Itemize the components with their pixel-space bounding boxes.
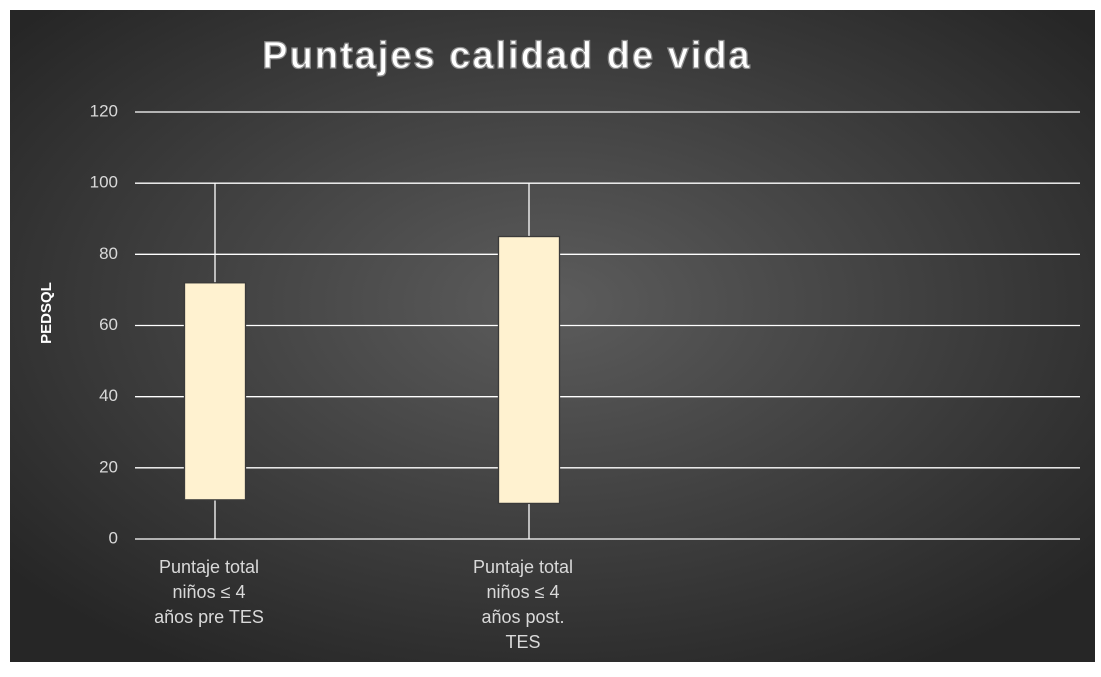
x-tick-label: niños ≤ 4 [173, 582, 246, 602]
y-tick-label: 0 [109, 528, 118, 547]
y-tick-label: 60 [99, 315, 118, 334]
y-tick-label: 80 [99, 244, 118, 263]
x-tick-label: años pre TES [154, 607, 264, 627]
box [497, 235, 561, 505]
plot-area: 0 20 40 60 80 100 120 Puntaje total niños ≤ 4 año… [90, 101, 1080, 652]
y-tick-label: 120 [90, 101, 118, 120]
x-tick-label: Puntaje total [159, 557, 259, 577]
x-tick-label: Puntaje total [473, 557, 573, 577]
x-tick-label: años post. [481, 607, 564, 627]
chart-title: Puntajes calidad de vida [262, 35, 751, 77]
y-axis-label: PEDSQL [38, 282, 55, 344]
y-tick-label: 20 [99, 457, 118, 476]
x-tick-label: niños ≤ 4 [487, 582, 560, 602]
x-tick-label: TES [505, 632, 540, 652]
box [183, 282, 247, 501]
y-tick-label: 100 [90, 173, 118, 192]
y-tick-label: 40 [99, 386, 118, 405]
